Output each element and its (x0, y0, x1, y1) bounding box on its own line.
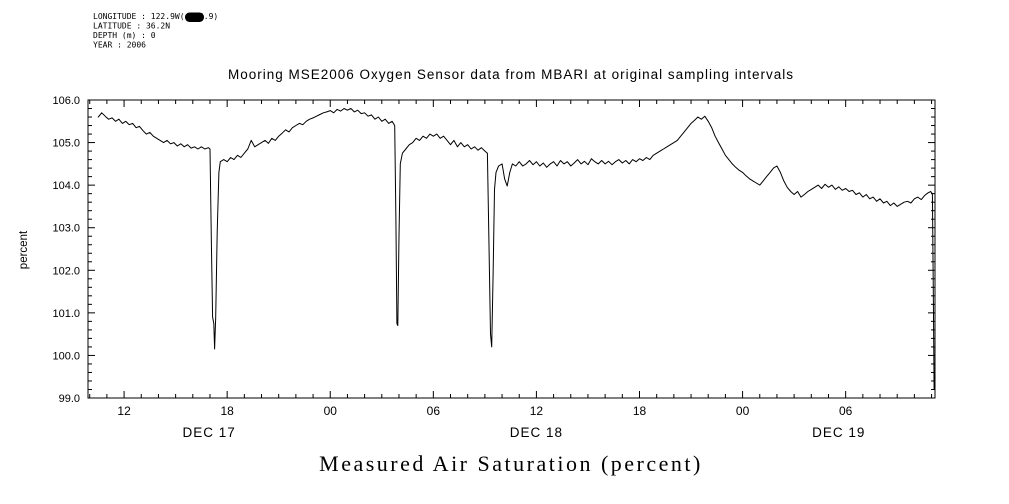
highlight-marker (185, 12, 204, 22)
x-tick-label: 12 (117, 404, 131, 418)
meta-longitude: LONGITUDE : 122.9W(-122.9) (93, 12, 218, 21)
plot-area: 99.0 100.0 101.0 102.0 103.0 104.0 105.0 106.0 1… (52, 95, 936, 440)
y-axis-label: percent (18, 230, 30, 269)
day-label: DEC 18 (510, 425, 563, 440)
x-tick-label: 00 (736, 404, 750, 418)
data-series-line (97, 108, 935, 390)
y-tick-label: 101.0 (52, 308, 80, 320)
day-label: DEC 17 (182, 425, 235, 440)
x-tick-label: 06 (839, 404, 853, 418)
y-tick-label: 105.0 (52, 138, 80, 150)
day-label: DEC 19 (812, 425, 865, 440)
x-tick-label: 06 (427, 404, 441, 418)
y-tick-label: 99.0 (59, 393, 80, 405)
y-tick-label: 102.0 (52, 265, 80, 277)
y-tick-label: 100.0 (52, 350, 80, 362)
x-tick-label: 12 (530, 404, 544, 418)
metadata-block: LONGITUDE : 122.9W(-122.9) LATITUDE : 36… (93, 12, 218, 50)
meta-latitude: LATITUDE : 36.2N (93, 22, 170, 31)
y-tick-label: 106.0 (52, 95, 80, 107)
y-tick-label: 103.0 (52, 223, 80, 235)
chart-title: Mooring MSE2006 Oxygen Sensor data from … (228, 67, 794, 82)
plot-frame (87, 99, 936, 399)
x-tick-label: 18 (220, 404, 234, 418)
meta-year: YEAR : 2006 (93, 41, 146, 50)
x-axis-title: Measured Air Saturation (percent) (319, 451, 703, 476)
x-tick-label: 18 (633, 404, 647, 418)
meta-depth: DEPTH (m) : 0 (93, 31, 156, 40)
x-tick-label: 00 (324, 404, 338, 418)
y-tick-label: 104.0 (52, 180, 80, 192)
